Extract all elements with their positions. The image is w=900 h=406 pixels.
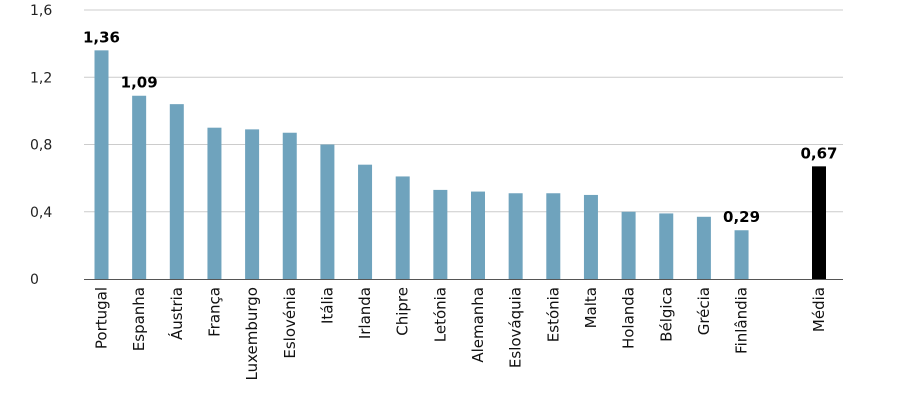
bar: [696, 216, 711, 279]
x-category-label: Média: [810, 287, 828, 332]
y-tick-label: 0: [30, 272, 39, 288]
bar: [659, 213, 674, 279]
y-tick-label: 0,4: [30, 205, 52, 221]
x-category-label: Chipre: [394, 287, 412, 336]
x-category-label: Finlândia: [733, 287, 751, 354]
bar: [358, 164, 373, 279]
x-category-label: Holanda: [620, 287, 638, 349]
x-category-label: Malta: [582, 287, 600, 328]
x-category-label: Grécia: [695, 287, 713, 335]
x-category-label: França: [205, 287, 223, 337]
bar: [583, 194, 598, 279]
data-label: 1,09: [121, 74, 158, 92]
bar: [132, 95, 147, 280]
y-tick-label: 0,8: [30, 138, 52, 154]
data-label: 0,67: [800, 144, 837, 162]
x-category-label: Irlanda: [356, 287, 374, 339]
bar-average: [812, 166, 826, 279]
bar: [169, 104, 184, 280]
x-category-label: Eslovénia: [281, 287, 299, 359]
x-category-label: Portugal: [93, 287, 111, 349]
bar: [621, 211, 636, 279]
data-label: 1,36: [83, 28, 120, 46]
bar: [546, 193, 561, 279]
bar: [395, 176, 410, 279]
bar: [282, 132, 297, 279]
bar: [245, 129, 260, 279]
x-category-label: Luxemburgo: [243, 287, 261, 381]
x-category-label: Espanha: [130, 287, 148, 351]
bar: [207, 127, 222, 279]
x-category-label: Estónia: [544, 287, 562, 342]
data-label: 0,29: [723, 208, 760, 226]
bar: [433, 189, 448, 279]
x-category-label: Itália: [318, 287, 336, 324]
x-category-label: Eslováquia: [507, 287, 525, 368]
x-category-label: Bélgica: [657, 287, 675, 342]
bar: [734, 230, 749, 279]
bar: [508, 193, 523, 279]
bar: [471, 191, 485, 279]
y-tick-label: 1,6: [30, 3, 52, 19]
x-category-label: Letónia: [431, 287, 449, 342]
bar: [94, 50, 109, 279]
y-tick-label: 1,2: [30, 70, 52, 86]
bar: [320, 144, 335, 279]
x-category-label: Áustria: [167, 287, 186, 340]
x-category-label: Alemanha: [469, 287, 487, 363]
